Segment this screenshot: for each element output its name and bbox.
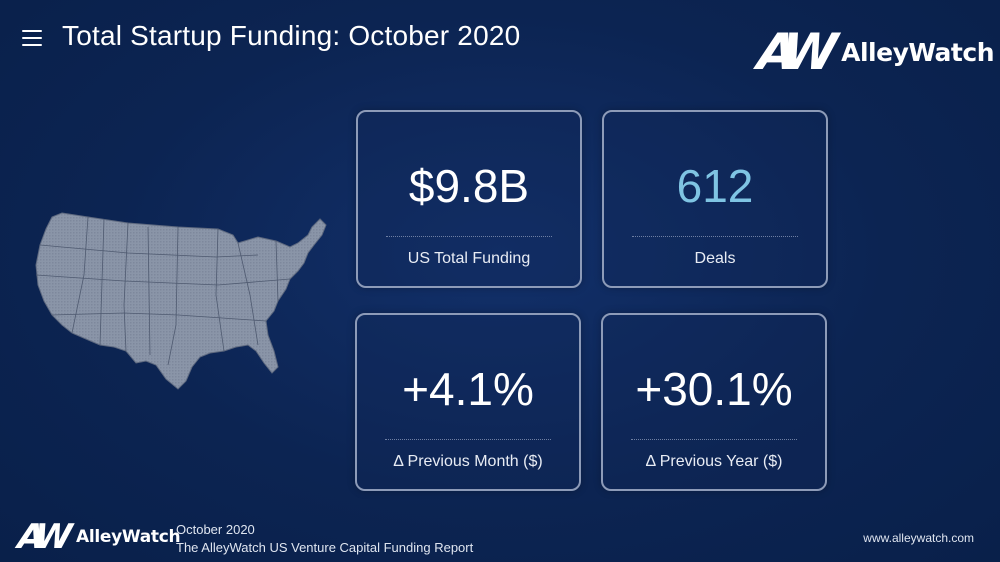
footer-report-title: The AlleyWatch US Venture Capital Fundin… bbox=[176, 540, 474, 555]
stat-value: +4.1% bbox=[402, 363, 534, 415]
stat-value: 612 bbox=[676, 160, 754, 212]
stat-label: Δ Previous Year ($) bbox=[645, 453, 783, 470]
stat-card-total-funding: $9.8B US Total Funding bbox=[356, 110, 582, 288]
stat-value: $9.8B bbox=[408, 160, 530, 212]
stat-card-previous-year: +30.1% Δ Previous Year ($) bbox=[601, 313, 827, 491]
footer-date: October 2020 bbox=[176, 522, 255, 537]
stat-divider bbox=[386, 236, 552, 237]
footer-logo-word: AlleyWatch bbox=[75, 527, 181, 547]
page-title: Total Startup Funding: October 2020 bbox=[62, 20, 521, 51]
alleywatch-logo: AW AlleyWatch bbox=[754, 23, 995, 81]
footer-logo-mark: AW bbox=[15, 517, 67, 557]
stat-divider bbox=[632, 236, 798, 237]
stat-label: Δ Previous Month ($) bbox=[393, 453, 543, 470]
stat-label: US Total Funding bbox=[407, 250, 531, 267]
stat-label: Deals bbox=[694, 250, 736, 267]
alleywatch-logo-mark: AW bbox=[754, 23, 829, 81]
alleywatch-logo-word: AlleyWatch bbox=[841, 37, 994, 67]
stat-card-previous-month: +4.1% Δ Previous Month ($) bbox=[355, 313, 581, 491]
stat-card-deals: 612 Deals bbox=[602, 110, 828, 288]
footer-logo: AW AlleyWatch bbox=[15, 517, 181, 557]
us-map-icon bbox=[35, 212, 327, 390]
hamburger-menu-icon[interactable] bbox=[22, 30, 42, 48]
stat-value: +30.1% bbox=[635, 363, 793, 415]
footer-url[interactable]: www.alleywatch.com bbox=[863, 531, 974, 545]
stat-divider bbox=[631, 439, 797, 440]
stat-divider bbox=[385, 439, 551, 440]
